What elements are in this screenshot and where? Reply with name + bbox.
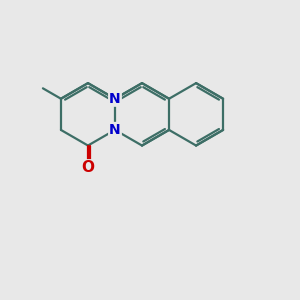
Text: O: O [82, 160, 94, 175]
Text: N: N [109, 123, 121, 137]
Text: N: N [109, 92, 121, 106]
